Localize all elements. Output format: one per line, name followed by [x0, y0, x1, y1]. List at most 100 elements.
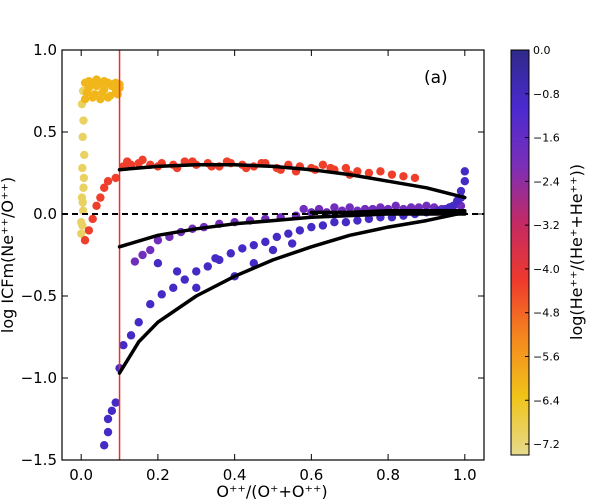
data-point [341, 218, 351, 227]
data-point [92, 201, 101, 210]
data-point [192, 267, 201, 276]
y-tick-label: −0.5 [21, 287, 57, 305]
data-point [192, 283, 201, 292]
colorbar-tick-label: −3.2 [533, 219, 560, 232]
fit-curve [117, 212, 467, 249]
x-tick-label: 0.4 [223, 466, 247, 484]
colorbar-tick-label: −7.2 [533, 438, 560, 451]
fit-curves [117, 163, 467, 375]
data-point [353, 216, 362, 225]
data-point [92, 81, 101, 91]
data-point [330, 218, 339, 227]
data-point [307, 222, 316, 232]
y-tick-label: 0.5 [33, 123, 57, 141]
data-point [134, 318, 143, 327]
data-point [138, 155, 147, 165]
y-tick-label: 0.0 [33, 205, 57, 223]
data-point [88, 214, 97, 224]
data-point [79, 173, 89, 183]
data-point [123, 157, 132, 166]
data-point [157, 290, 166, 299]
data-point [341, 163, 351, 173]
data-point [80, 150, 89, 160]
data-point [249, 240, 259, 250]
data-point [96, 193, 105, 202]
data-point [153, 259, 163, 268]
data-point [345, 203, 354, 212]
data-point [387, 170, 397, 179]
data-point [78, 206, 88, 215]
data-point [100, 441, 109, 450]
data-point [107, 81, 117, 91]
colorbar [510, 49, 530, 456]
x-tick-label: 1.0 [453, 466, 477, 484]
data-point [330, 203, 339, 212]
data-point [76, 229, 86, 238]
data-point [111, 398, 120, 407]
colorbar-tick-label: −4.8 [533, 307, 560, 320]
y-axis-ticks: −1.5 −1.0 −0.5 0.0 0.5 1.0 [21, 41, 484, 469]
data-point [119, 341, 128, 350]
data-point [460, 167, 470, 176]
data-point [103, 427, 113, 437]
data-point [172, 267, 182, 276]
data-point [226, 249, 235, 258]
data-point [391, 201, 400, 210]
colorbar-tick-label: −6.4 [533, 394, 560, 407]
data-point [353, 167, 362, 176]
data-point [169, 283, 178, 292]
data-point [295, 226, 305, 235]
data-point [84, 226, 94, 235]
scatter-points [76, 75, 470, 450]
data-point [98, 88, 107, 97]
data-point [138, 250, 147, 260]
plot-frame [61, 49, 485, 461]
data-point [103, 93, 113, 102]
data-point [78, 163, 87, 173]
data-point [422, 201, 431, 210]
colorbar-tick-label: 0.0 [533, 44, 551, 57]
data-point [146, 245, 155, 255]
reference-lines [62, 50, 484, 460]
data-point [284, 229, 293, 238]
data-point [268, 245, 278, 255]
colorbar-tick-label: −5.6 [533, 350, 560, 363]
data-point [287, 239, 297, 248]
colorbar-ticks: 0.0 −0.8 −1.6 −2.4 −3.2 −4.0 −4.8 −5.6 −6.4 −7.2 [525, 44, 560, 451]
data-point [111, 173, 120, 183]
data-point [82, 88, 92, 97]
data-point [88, 93, 97, 102]
data-point [79, 116, 88, 125]
fit-curve [309, 208, 467, 215]
data-point [80, 236, 90, 245]
data-point [410, 173, 420, 183]
data-point [126, 331, 136, 340]
data-point [103, 177, 113, 186]
colorbar-tick-label: −4.0 [533, 263, 560, 276]
data-point [146, 300, 155, 309]
colorbar-title: log(He⁺⁺/(He⁺+He⁺⁺)) [567, 164, 586, 340]
data-point [203, 262, 212, 271]
data-point [238, 244, 247, 253]
data-point [449, 201, 458, 210]
colorbar-tick-label: −2.4 [533, 175, 560, 188]
x-tick-label: 0.6 [299, 466, 323, 484]
x-tick-label: 0.2 [146, 466, 170, 484]
y-tick-label: −1.5 [21, 451, 57, 469]
y-tick-label: −1.0 [21, 369, 57, 387]
fit-curve [117, 163, 467, 200]
data-point [130, 257, 140, 266]
x-axis-ticks: 0.0 0.2 0.4 0.6 0.8 1.0 [69, 50, 477, 484]
data-point [96, 95, 105, 104]
data-point [364, 168, 374, 178]
y-axis-title: log ICFm(Ne⁺⁺/O⁺⁺) [0, 177, 17, 333]
data-point [77, 193, 87, 202]
x-tick-label: 0.0 [69, 466, 93, 484]
colorbar-tick-label: −0.8 [533, 88, 560, 101]
data-point [79, 183, 88, 192]
data-point [376, 167, 385, 176]
x-tick-label: 0.8 [376, 466, 400, 484]
data-point [299, 204, 308, 214]
data-point [364, 214, 374, 224]
